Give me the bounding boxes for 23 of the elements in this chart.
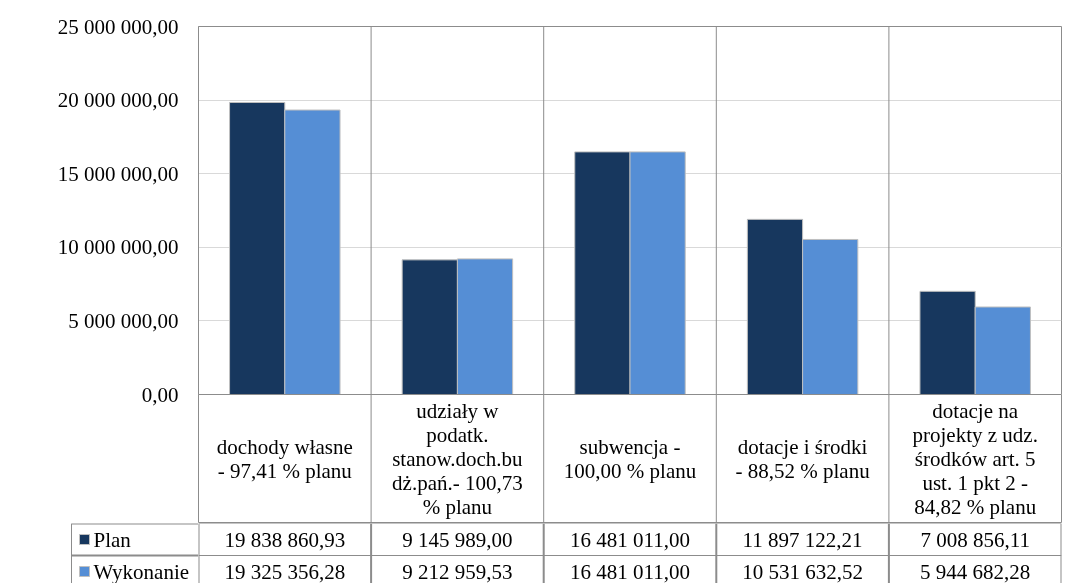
x-tick-label: subwencja - 100,00 % planu bbox=[563, 435, 697, 483]
data-label: 9 212 959,53 bbox=[402, 559, 513, 583]
data-label: 19 325 356,28 bbox=[224, 559, 346, 583]
y-tick-label: 10 000 000,00 bbox=[57, 235, 179, 260]
y-tick-label: 20 000 000,00 bbox=[57, 88, 179, 113]
data-label: 10 531 632,52 bbox=[742, 559, 863, 583]
y-tick-label: 5 000 000,00 bbox=[68, 308, 179, 333]
data-label: 7 008 856,11 bbox=[920, 527, 1030, 552]
x-tick-label: udziały w podatk. stanow.doch.bu dż.pań.- 100,73 % planu bbox=[392, 399, 524, 519]
y-tick-label: 25 000 000,00 bbox=[57, 14, 179, 39]
data-label: 16 481 011,00 bbox=[570, 559, 690, 583]
data-label: 11 897 122,21 bbox=[742, 527, 863, 552]
data-label: 19 838 860,93 bbox=[224, 527, 346, 552]
y-tick-label: 15 000 000,00 bbox=[57, 161, 179, 186]
legend-label: Wykonanie bbox=[93, 559, 190, 583]
legend-label: Plan bbox=[93, 527, 132, 552]
x-tick-label: dotacje na projekty z udz. środków art. 5 ust. 1 pkt 2 - 84,82 % planu bbox=[912, 399, 1038, 519]
x-tick-label: dotacje i środki - 88,52 % planu bbox=[735, 435, 871, 483]
data-label: 9 145 989,00 bbox=[402, 527, 513, 552]
y-tick-label: 0,00 bbox=[141, 382, 179, 407]
data-label: 5 944 682,28 bbox=[920, 559, 1031, 583]
data-label: 16 481 011,00 bbox=[570, 527, 690, 552]
x-tick-label: dochody własne - 97,41 % planu bbox=[216, 435, 353, 483]
